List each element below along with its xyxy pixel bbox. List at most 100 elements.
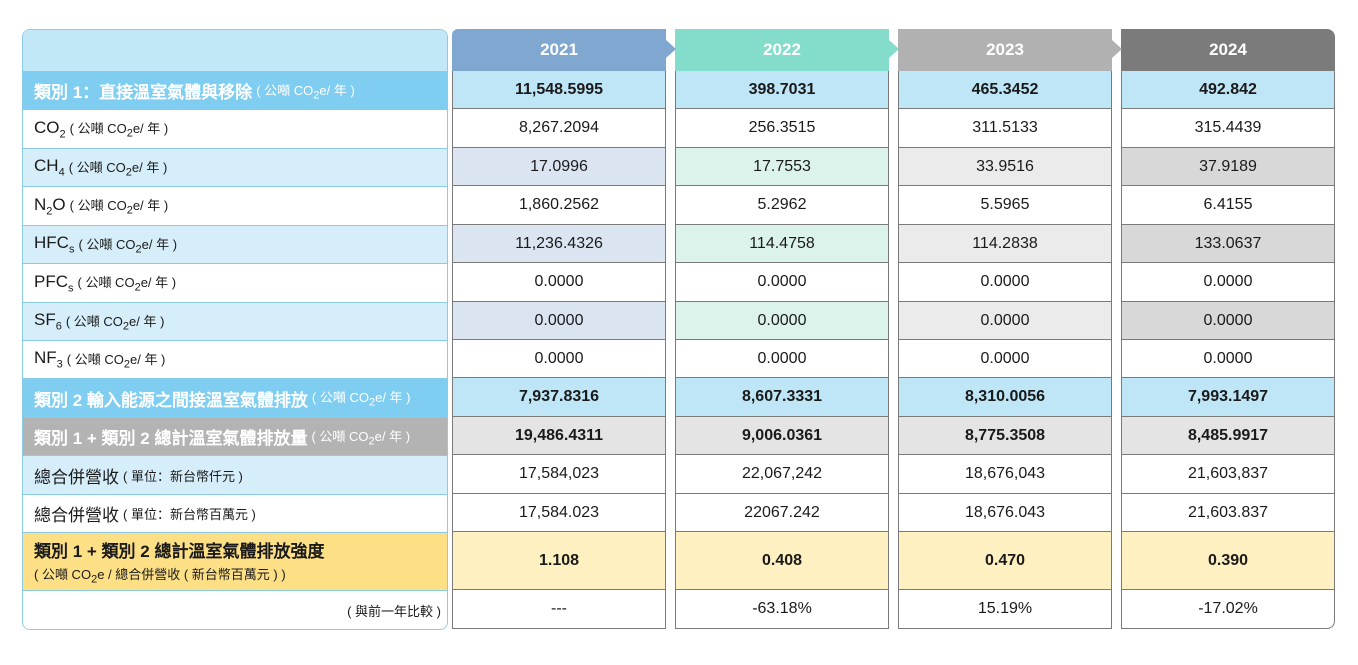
table-cell: 17.7553 [675, 148, 889, 186]
row-label-unit: ( 單位：新台幣百萬元 ) [123, 504, 256, 523]
year-header: 2022 [675, 29, 889, 71]
row-label-unit: ( 公噸 CO2e/ 年 ) [78, 234, 177, 256]
row-label-main: N2O [34, 195, 66, 217]
unit-subscript: 2 [125, 166, 132, 179]
label-subscript: 6 [55, 320, 62, 333]
row-label-yoy: ( 與前一年比較 ) [23, 591, 447, 629]
table-cell: 0.0000 [1121, 302, 1335, 340]
table-cell: 114.4758 [675, 225, 889, 263]
row-label-main: CH4 [34, 156, 65, 178]
table-cell: 5.2962 [675, 186, 889, 225]
row-label: SF6( 公噸 CO2e/ 年 ) [23, 303, 447, 341]
unit-text: ( 公噸 CO [77, 275, 135, 291]
label-text: 類別 1 + 類別 2 總計溫室氣體排放量 [34, 429, 308, 448]
row-label-unit: ( 公噸 CO2e / 總合併營收 ( 新台幣百萬元 ) ) [34, 564, 286, 586]
unit-text: ( 公噸 CO [65, 313, 123, 329]
row-label-unit: ( 公噸 CO2e/ 年 ) [312, 387, 411, 409]
label-text: O [52, 194, 66, 214]
table-cell: 0.408 [675, 532, 889, 590]
table-cell: 37.9189 [1121, 148, 1335, 186]
row-label-main: PFCs [34, 272, 74, 294]
unit-subscript: 2 [126, 204, 133, 217]
table-cell: 18,676,043 [898, 455, 1112, 494]
row-label-main: SF6 [34, 310, 62, 332]
unit-text: e/ 年 ) [319, 82, 355, 98]
unit-text: ( 公噸 CO [66, 351, 124, 367]
label-subscript: 2 [59, 128, 66, 141]
table-cell: 0.0000 [675, 340, 889, 378]
unit-subscript: 2 [123, 358, 130, 371]
table-cell: 0.0000 [1121, 340, 1335, 378]
table-cell: 114.2838 [898, 225, 1112, 263]
label-header-blank [23, 30, 447, 72]
table-cell: 492.842 [1121, 71, 1335, 109]
table-cell: 9,006.0361 [675, 417, 889, 455]
unit-text: ( 單位：新台幣百萬元 ) [123, 507, 256, 522]
row-label-main: 類別 2 輸入能源之間接溫室氣體排放 [34, 386, 308, 411]
row-label-unit: ( 公噸 CO2e/ 年 ) [70, 118, 169, 140]
table-cell: 0.0000 [675, 263, 889, 302]
unit-text: ( 公噸 CO [78, 236, 136, 252]
unit-text: e/ 年 ) [375, 390, 411, 406]
label-text: CH [34, 156, 59, 176]
unit-text: ( 公噸 CO [311, 428, 369, 444]
label-subscript: s [68, 282, 74, 295]
table-cell: 21,603,837 [1121, 455, 1335, 494]
row-label-unit: ( 公噸 CO2e/ 年 ) [69, 157, 168, 179]
unit-text: ( 公噸 CO [311, 390, 369, 406]
table-cell: 311.5133 [898, 109, 1112, 148]
table-cell: 1.108 [452, 532, 666, 590]
label-subscript: s [68, 243, 75, 256]
row-label-main: 類別 1 + 類別 2 總計溫室氣體排放強度 [34, 542, 325, 562]
label-text: PFC [34, 271, 68, 291]
row-label-unit: ( 公噸 CO2e/ 年 ) [311, 426, 410, 448]
table-cell: 0.0000 [675, 302, 889, 340]
table-cell: 11,548.5995 [452, 71, 666, 109]
table-cell: 8,310.0056 [898, 378, 1112, 417]
label-subscript: 2 [46, 205, 53, 218]
row-label-main: 類別 1 + 類別 2 總計溫室氣體排放量 [34, 424, 307, 449]
unit-text: e/ 年 ) [141, 236, 178, 252]
unit-text: ( 公噸 CO [69, 121, 127, 137]
table-cell: 0.470 [898, 532, 1112, 590]
row-label-main: CO2 [34, 118, 66, 140]
yoy-label: ( 與前一年比較 ) [347, 604, 441, 619]
table-cell: 0.0000 [452, 302, 666, 340]
table-cell: 5.5965 [898, 186, 1112, 225]
unit-text: e/ 年 ) [374, 428, 411, 444]
year-column-2023: 2023 465.3452 311.5133 33.9516 5.5965 114.283… [898, 29, 1112, 630]
row-label-main: 類別 1：直接溫室氣體與移除 [34, 78, 252, 103]
label-text: N [34, 194, 47, 214]
label-text: 類別 2 輸入能源之間接溫室氣體排放 [34, 390, 308, 410]
label-text: NF [34, 348, 57, 368]
row-label: PFCs( 公噸 CO2e/ 年 ) [23, 264, 447, 303]
unit-text: e/ 年 ) [129, 313, 165, 329]
table-cell: 7,993.1497 [1121, 378, 1335, 417]
row-label-main: HFCs [34, 233, 74, 255]
table-cell: 1,860.2562 [452, 186, 666, 225]
table-cell: 8,267.2094 [452, 109, 666, 148]
row-label: CH4( 公噸 CO2e/ 年 ) [23, 149, 447, 187]
row-label-unit: ( 單位：新台幣仟元 ) [123, 466, 243, 485]
table-cell: 315.4439 [1121, 109, 1335, 148]
row-label: N2O( 公噸 CO2e/ 年 ) [23, 187, 447, 226]
label-text: SF [34, 310, 56, 330]
arrow-right-icon [1112, 40, 1122, 58]
year-column-2024: 2024 492.842 315.4439 37.9189 6.4155 133.0637… [1121, 29, 1335, 630]
unit-text: e/ 年 ) [132, 121, 169, 137]
row-label: 總合併營收 ( 單位：新台幣百萬元 ) [23, 495, 447, 533]
table-cell: 19,486.4311 [452, 417, 666, 455]
label-text: 總合併營收 [34, 467, 119, 487]
row-label-unit: ( 公噸 CO2e/ 年 ) [66, 311, 165, 333]
unit-subscript: 2 [91, 573, 98, 586]
row-label-unit: ( 公噸 CO2e/ 年 ) [70, 195, 169, 217]
row-label-unit: ( 公噸 CO2e/ 年 ) [67, 349, 166, 371]
table-cell: 0.0000 [1121, 263, 1335, 302]
unit-text: e / 總合併營收 ( 新台幣百萬元 ) ) [97, 567, 286, 583]
table-cell: 465.3452 [898, 71, 1112, 109]
unit-text: e/ 年 ) [140, 275, 177, 291]
table-cell: 8,485.9917 [1121, 417, 1335, 455]
unit-subscript: 2 [135, 243, 142, 256]
unit-subscript: 2 [134, 281, 141, 294]
row-label-unit: ( 公噸 CO2e/ 年 ) [256, 80, 355, 102]
